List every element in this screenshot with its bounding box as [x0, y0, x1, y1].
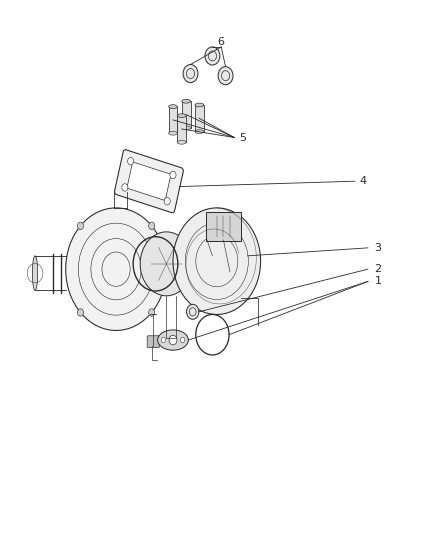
Circle shape — [78, 309, 84, 316]
Ellipse shape — [195, 103, 204, 107]
Circle shape — [180, 337, 185, 343]
Text: 5: 5 — [239, 133, 246, 142]
Bar — [177, 116, 186, 142]
Text: 4: 4 — [359, 176, 366, 186]
Circle shape — [164, 198, 170, 205]
Text: 1: 1 — [374, 277, 381, 286]
Circle shape — [218, 67, 233, 85]
Ellipse shape — [182, 99, 191, 103]
Ellipse shape — [195, 130, 204, 134]
Circle shape — [127, 157, 134, 165]
Circle shape — [148, 309, 155, 316]
Circle shape — [183, 64, 198, 83]
Circle shape — [78, 222, 84, 230]
Circle shape — [122, 184, 128, 191]
Ellipse shape — [169, 104, 177, 108]
Circle shape — [170, 171, 176, 179]
FancyBboxPatch shape — [206, 212, 241, 241]
Circle shape — [205, 47, 220, 65]
FancyBboxPatch shape — [147, 336, 159, 348]
Text: 3: 3 — [374, 243, 381, 253]
Ellipse shape — [182, 126, 191, 130]
Circle shape — [173, 208, 261, 314]
Circle shape — [169, 335, 177, 345]
Ellipse shape — [177, 114, 186, 118]
Circle shape — [148, 222, 155, 230]
Bar — [195, 105, 204, 132]
FancyBboxPatch shape — [127, 162, 171, 200]
Circle shape — [140, 232, 193, 296]
Ellipse shape — [177, 141, 186, 144]
Ellipse shape — [32, 256, 38, 290]
Circle shape — [66, 208, 166, 330]
Circle shape — [187, 304, 199, 319]
Bar — [169, 107, 177, 133]
Ellipse shape — [169, 132, 177, 135]
Ellipse shape — [158, 330, 188, 350]
Circle shape — [161, 337, 166, 343]
Text: 6: 6 — [218, 37, 225, 46]
Bar — [182, 101, 191, 128]
FancyBboxPatch shape — [114, 150, 184, 213]
Text: 2: 2 — [374, 264, 381, 274]
